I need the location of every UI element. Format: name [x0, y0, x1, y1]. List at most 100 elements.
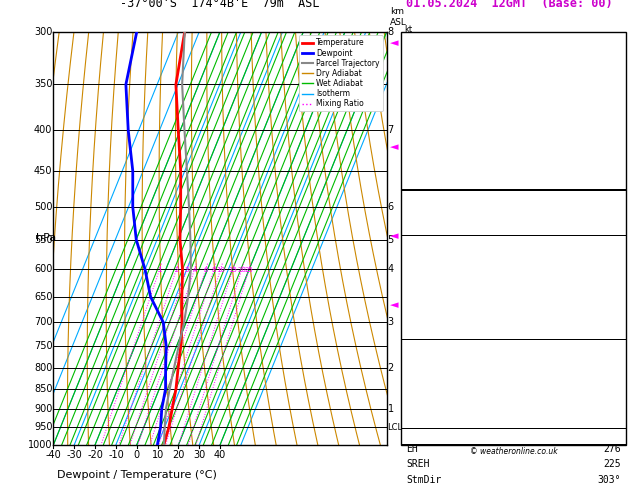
Text: 25: 25	[245, 267, 253, 273]
Text: 1: 1	[387, 403, 394, 414]
Text: 300: 300	[34, 27, 52, 36]
Text: Surface: Surface	[493, 238, 534, 247]
Text: -30: -30	[67, 450, 82, 460]
Text: 13: 13	[609, 251, 621, 260]
Text: 303°: 303°	[598, 475, 621, 485]
Text: 20: 20	[172, 450, 185, 460]
Text: 700: 700	[34, 317, 52, 327]
Text: ◄: ◄	[390, 231, 399, 242]
Text: ≡: ≡	[413, 384, 421, 394]
Text: CAPE (J): CAPE (J)	[406, 401, 454, 412]
Text: Totals Totals: Totals Totals	[406, 208, 482, 219]
Text: 6: 6	[203, 267, 208, 273]
Text: Pressure (mb): Pressure (mb)	[406, 355, 482, 365]
Text: ◄: ◄	[390, 300, 399, 310]
Text: LCL: LCL	[387, 423, 403, 432]
Text: 2: 2	[174, 267, 179, 273]
Text: e(K): e(K)	[415, 282, 435, 291]
Text: θ: θ	[406, 282, 412, 291]
Text: -37°00'S  174°4B'E  79m  ASL: -37°00'S 174°4B'E 79m ASL	[120, 0, 320, 10]
Text: e  (K): e (K)	[415, 370, 445, 380]
Text: 1: 1	[157, 267, 162, 273]
Text: 42: 42	[609, 401, 621, 412]
Text: 3: 3	[615, 329, 621, 338]
Text: km
ASL: km ASL	[390, 7, 407, 27]
Text: 4: 4	[387, 264, 394, 275]
Text: 42: 42	[609, 313, 621, 323]
Text: 41: 41	[609, 208, 621, 219]
Text: StmDir: StmDir	[406, 475, 442, 485]
Text: K: K	[406, 193, 412, 203]
Text: 600: 600	[34, 264, 52, 275]
Text: 4: 4	[192, 267, 197, 273]
Text: 3: 3	[387, 317, 394, 327]
Text: 650: 650	[34, 292, 52, 302]
Text: 7: 7	[387, 125, 394, 135]
Text: 8: 8	[387, 27, 394, 36]
Text: 850: 850	[34, 384, 52, 394]
Text: 6: 6	[387, 202, 394, 212]
Text: 1000: 1000	[28, 440, 52, 450]
Text: 9.9: 9.9	[603, 266, 621, 276]
Text: 6: 6	[615, 193, 621, 203]
Text: 3: 3	[184, 267, 189, 273]
Text: CIN (J): CIN (J)	[406, 329, 447, 338]
Text: 400: 400	[34, 125, 52, 135]
Text: PW (cm): PW (cm)	[406, 224, 447, 234]
Text: 8: 8	[212, 267, 216, 273]
Text: 01.05.2024  12GMT  (Base: 00): 01.05.2024 12GMT (Base: 00)	[406, 0, 613, 10]
Text: ≡: ≡	[413, 422, 421, 432]
Text: 30: 30	[193, 450, 206, 460]
Text: 6: 6	[615, 297, 621, 307]
Text: 307: 307	[603, 370, 621, 381]
Text: 350: 350	[34, 80, 52, 89]
Text: -20: -20	[87, 450, 103, 460]
Text: ◄: ◄	[390, 142, 399, 152]
Text: CAPE (J): CAPE (J)	[406, 313, 454, 323]
Text: 20: 20	[461, 158, 470, 164]
Text: 40: 40	[214, 450, 226, 460]
Text: kt: kt	[404, 25, 413, 34]
Text: 950: 950	[34, 422, 52, 432]
Text: 10: 10	[152, 450, 164, 460]
Text: 20: 20	[237, 267, 246, 273]
Text: SREH: SREH	[406, 459, 430, 469]
Text: ≡: ≡	[413, 403, 421, 414]
Text: 225: 225	[603, 459, 621, 469]
Text: 550: 550	[34, 235, 52, 244]
Text: © weatheronline.co.uk: © weatheronline.co.uk	[470, 447, 557, 456]
Text: EH: EH	[406, 444, 418, 454]
Text: -40: -40	[45, 450, 62, 460]
Text: Mixing Ratio (g/kg): Mixing Ratio (g/kg)	[403, 198, 411, 278]
Text: θ: θ	[406, 370, 412, 380]
Text: -10: -10	[108, 450, 124, 460]
Text: Lifted Index: Lifted Index	[406, 297, 477, 307]
Text: 1.59: 1.59	[598, 224, 621, 234]
Text: Temp (°C): Temp (°C)	[406, 251, 459, 260]
Text: Lifted Index: Lifted Index	[406, 386, 477, 396]
Text: 10: 10	[487, 132, 496, 139]
Text: 276: 276	[603, 444, 621, 454]
Text: 307: 307	[603, 282, 621, 292]
Text: 5: 5	[387, 235, 394, 244]
Legend: Temperature, Dewpoint, Parcel Trajectory, Dry Adiabat, Wet Adiabat, Isotherm, Mi: Temperature, Dewpoint, Parcel Trajectory…	[299, 35, 383, 111]
Text: hPa: hPa	[36, 233, 57, 243]
Text: 0: 0	[134, 450, 140, 460]
Text: 800: 800	[34, 363, 52, 373]
Text: 15: 15	[228, 267, 237, 273]
Text: 3: 3	[615, 417, 621, 427]
Text: 2: 2	[387, 363, 394, 373]
Text: L: L	[415, 430, 420, 440]
Text: Dewp (°C): Dewp (°C)	[406, 266, 459, 276]
Text: ◄: ◄	[390, 38, 399, 48]
Text: 900: 900	[34, 403, 52, 414]
Text: 6: 6	[615, 386, 621, 396]
Text: CIN (J): CIN (J)	[406, 417, 447, 427]
Text: 450: 450	[34, 166, 52, 176]
Text: 10: 10	[216, 267, 225, 273]
Text: 1002: 1002	[598, 355, 621, 365]
Text: Hodograph: Hodograph	[487, 431, 540, 440]
Text: 500: 500	[34, 202, 52, 212]
Text: Dewpoint / Temperature (°C): Dewpoint / Temperature (°C)	[57, 470, 217, 481]
Text: Most Unstable: Most Unstable	[476, 342, 552, 352]
